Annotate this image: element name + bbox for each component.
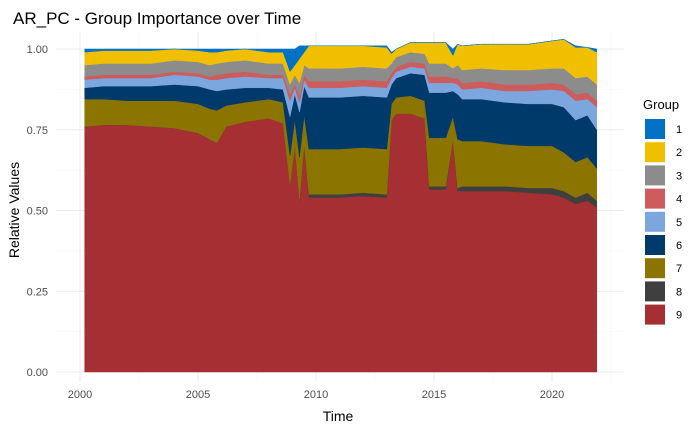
legend-title: Group xyxy=(643,97,679,112)
legend-swatch-4 xyxy=(645,188,665,209)
x-tick-label: 2000 xyxy=(68,389,92,401)
legend-label-6: 6 xyxy=(676,240,682,252)
legend-swatch-1 xyxy=(645,119,665,139)
legend-swatch-2 xyxy=(645,142,665,163)
legend-label-7: 7 xyxy=(676,263,682,275)
legend-label-5: 5 xyxy=(676,217,682,229)
legend-swatch-9 xyxy=(645,304,665,325)
legend-swatch-7 xyxy=(645,258,665,279)
y-axis-title: Relative Values xyxy=(6,162,22,258)
y-tick-label: 0.75 xyxy=(27,125,48,137)
legend-swatch-6 xyxy=(645,235,665,255)
legend-label-4: 4 xyxy=(676,194,682,206)
legend-label-2: 2 xyxy=(676,147,682,159)
y-axis-ticks: 0.00 0.25 0.50 0.75 1.00 xyxy=(27,44,48,379)
legend-label-3: 3 xyxy=(676,170,682,182)
x-axis-ticks: 2000 2005 2010 2015 2020 xyxy=(68,389,564,401)
legend-label-1: 1 xyxy=(676,124,682,136)
legend-swatch-3 xyxy=(645,165,665,186)
x-axis-title: Time xyxy=(323,408,354,424)
y-tick-label: 0.50 xyxy=(27,206,48,218)
area-group-1 xyxy=(84,39,598,73)
x-tick-label: 2020 xyxy=(540,389,564,401)
legend-label-9: 9 xyxy=(676,310,682,322)
y-tick-label: 1.00 xyxy=(27,44,48,56)
legend: Group 1 2 3 4 5 6 7 8 9 xyxy=(643,97,682,325)
x-tick-label: 2005 xyxy=(186,389,210,401)
legend-swatch-8 xyxy=(645,281,665,302)
x-tick-label: 2015 xyxy=(422,389,446,401)
chart-title: AR_PC - Group Importance over Time xyxy=(13,9,301,28)
x-tick-label: 2010 xyxy=(304,389,328,401)
legend-swatch-5 xyxy=(645,211,665,232)
y-tick-label: 0.25 xyxy=(27,286,48,298)
legend-label-8: 8 xyxy=(676,286,682,298)
y-tick-label: 0.00 xyxy=(27,367,48,379)
plot-areas xyxy=(84,39,598,373)
